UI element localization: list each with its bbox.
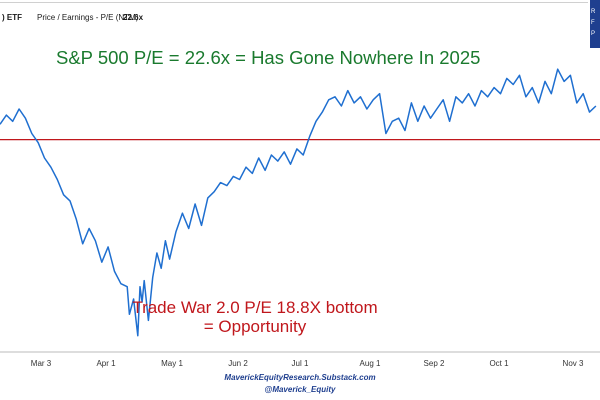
corner-badge-letter: F [591, 20, 595, 26]
trade-war-annotation: Trade War 2.0 P/E 18.8X bottom = Opportu… [0, 298, 510, 336]
x-tick-label: Oct 1 [489, 359, 509, 368]
metric-label: Price / Earnings - P/E (NTM) [37, 13, 139, 22]
x-tick-label: Sep 2 [423, 359, 445, 368]
footer-substack-link[interactable]: MaverickEquityResearch.Substack.com [224, 373, 376, 382]
corner-badge: R F P [590, 0, 600, 48]
annotation-line-2: = Opportunity [203, 317, 307, 336]
chart-title: S&P 500 P/E = 22.6x = Has Gone Nowhere I… [56, 47, 481, 68]
x-tick-label: Apr 1 [96, 359, 116, 368]
corner-badge-letter: R [591, 9, 596, 15]
top-separator [0, 2, 588, 3]
current-value: 22.6x [123, 13, 144, 22]
x-tick-label: Mar 3 [30, 359, 52, 368]
pe-series-line [0, 68, 597, 337]
footer-handle[interactable]: @Maverick_Equity [264, 385, 336, 394]
annotation-line-1: Trade War 2.0 P/E 18.8X bottom [132, 298, 378, 317]
series-name: ) ETF [2, 13, 22, 22]
x-tick-label: Jun 2 [228, 359, 248, 368]
x-tick-label: Nov 3 [562, 359, 584, 368]
corner-badge-letter: P [591, 31, 596, 37]
x-tick-label: May 1 [161, 359, 183, 368]
x-tick-label: Aug 1 [359, 359, 381, 368]
x-tick-label: Jul 1 [291, 359, 309, 368]
